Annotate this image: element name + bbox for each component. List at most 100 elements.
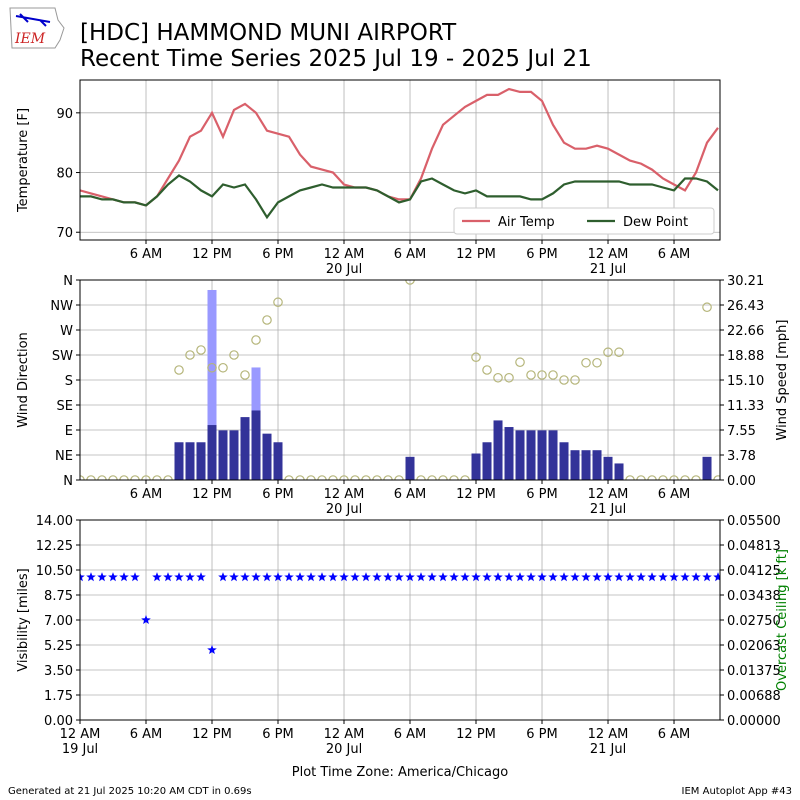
y-tick-label: 7.00 — [44, 614, 73, 629]
bar — [515, 430, 525, 480]
visibility-point — [273, 572, 283, 582]
data-layer — [80, 572, 720, 654]
visibility-point — [119, 572, 129, 582]
direction-point — [207, 362, 217, 373]
y2-tick-label: 0.04125 — [727, 564, 781, 579]
direction-point — [251, 335, 261, 345]
visibility-point — [350, 572, 360, 582]
x-tick-label: 12 PM — [456, 247, 496, 262]
bar — [526, 430, 536, 480]
visibility-point — [328, 572, 338, 582]
bar — [581, 450, 591, 480]
visibility-point — [284, 572, 294, 582]
visibility-point — [361, 572, 371, 582]
y-tick-label: W — [60, 324, 73, 339]
logo-text: IEM — [14, 31, 46, 47]
x-tick-label: 12 PM — [456, 727, 496, 742]
visibility-point — [427, 572, 437, 582]
visibility-point — [229, 572, 239, 582]
visibility-point — [669, 572, 679, 582]
x-tick-label: 6 AM — [658, 727, 691, 742]
visibility-point — [207, 645, 217, 654]
bar — [592, 450, 602, 480]
panel: 6 AM 12 PM 6 PM 12 AM 20 Jul 6 AM 12 PM 6 PM 12 … — [16, 79, 721, 277]
y-axis-label: Temperature [F] — [16, 108, 31, 213]
direction-point — [196, 345, 206, 355]
bar — [559, 442, 569, 480]
direction-point — [504, 372, 514, 383]
y-tick-label: SW — [52, 349, 73, 364]
x-tick-label: 6 AM — [394, 727, 427, 742]
bar — [493, 420, 503, 480]
y-tick-label: 8.75 — [44, 589, 73, 604]
visibility-point — [240, 572, 250, 582]
visibility-point — [438, 572, 448, 582]
visibility-point — [251, 572, 261, 582]
x-tick-label: 6 AM — [130, 487, 163, 502]
y2-tick-label: 22.66 — [727, 324, 764, 339]
bar — [251, 410, 261, 480]
x-tick-label: 12 AM 20 Jul — [324, 247, 365, 277]
direction-point — [185, 350, 195, 360]
y2-axis-label: Overcast Ceiling [k ft] — [775, 549, 790, 691]
visibility-point — [86, 572, 96, 582]
bar — [504, 427, 514, 480]
visibility-point — [405, 572, 415, 582]
visibility-point — [152, 572, 162, 582]
x-tick-label: 12 AM 20 Jul — [324, 487, 365, 517]
direction-point — [581, 357, 591, 368]
visibility-point — [295, 572, 305, 582]
y2-tick-label: 0.05500 — [727, 514, 781, 529]
line — [80, 87, 719, 207]
visibility-point — [603, 572, 613, 582]
y-tick-label: 80 — [56, 167, 73, 182]
visibility-point — [592, 572, 602, 582]
x-tick-label: 12 PM — [192, 727, 232, 742]
visibility-point — [196, 572, 206, 582]
data-layer — [80, 280, 720, 480]
plot-frame — [79, 519, 721, 721]
bar — [262, 433, 272, 480]
visibility-point — [647, 572, 657, 582]
logo-icon — [15, 13, 51, 27]
x-tick-label: 6 PM — [526, 727, 557, 742]
legend-box — [453, 207, 715, 235]
visibility-point — [691, 572, 701, 582]
direction-point — [405, 280, 415, 285]
x-tick-label: 12 AM 21 Jul — [588, 487, 629, 517]
panel: 12 AM 19 Jul 6 AM 12 PM 6 PM 12 AM 20 Jul 6 AM 1… — [16, 514, 790, 780]
bar — [207, 289, 217, 480]
line — [80, 174, 719, 220]
y-tick-label: 90 — [56, 107, 73, 122]
legend-label: Air Temp — [498, 215, 555, 230]
direction-point — [482, 365, 492, 375]
visibility-point — [493, 572, 503, 582]
y-tick-label: N — [63, 474, 73, 489]
visibility-point — [471, 572, 481, 582]
x-tick-label: 12 PM — [456, 487, 496, 502]
y-tick-label: NE — [55, 449, 73, 464]
visibility-point — [460, 572, 470, 582]
direction-point — [218, 362, 228, 373]
y2-tick-label: 26.43 — [727, 299, 764, 314]
y-tick-label: 70 — [56, 226, 73, 241]
direction-point — [537, 370, 547, 380]
title-line: [HDC] HAMMOND MUNI AIRPORT — [80, 20, 457, 46]
visibility-point — [163, 572, 173, 582]
direction-point — [515, 357, 525, 368]
bar — [405, 456, 415, 480]
visibility-point — [80, 572, 85, 582]
y2-tick-label: 0.04813 — [727, 539, 781, 554]
x-axis-label: Plot Time Zone: America/Chicago — [292, 765, 508, 780]
y2-tick-label: 0.00000 — [727, 714, 781, 729]
direction-point — [603, 347, 613, 358]
visibility-point — [339, 572, 349, 582]
visibility-point — [174, 572, 184, 582]
y2-tick-label: 15.10 — [727, 374, 764, 389]
visibility-point — [713, 572, 720, 582]
legend-label: Dew Point — [623, 215, 688, 230]
bar — [240, 417, 250, 480]
visibility-point — [262, 572, 272, 582]
y-tick-label: 5.25 — [44, 639, 73, 654]
y2-tick-label: 3.78 — [727, 449, 756, 464]
